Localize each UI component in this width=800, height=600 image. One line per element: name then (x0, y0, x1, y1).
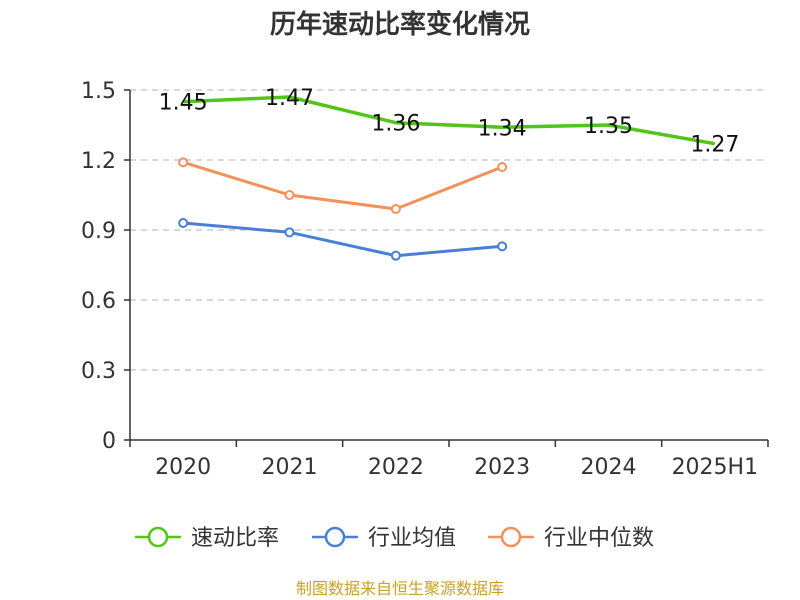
data-label: 1.45 (159, 91, 208, 116)
y-tick-label: 0 (102, 429, 116, 454)
x-tick-label: 2020 (155, 455, 211, 480)
legend-swatch-marker (500, 526, 522, 548)
data-label: 1.35 (584, 114, 633, 139)
series-line-1 (183, 221, 503, 258)
legend-item-0[interactable]: 速动比率 (135, 526, 279, 551)
x-tick-label: 2025H1 (672, 455, 759, 480)
data-point[interactable] (178, 218, 189, 228)
legend[interactable]: 速动比率 行业均值 行业中位数 (135, 526, 654, 551)
data-label: 1.34 (478, 116, 527, 141)
grid-lines (130, 89, 768, 371)
y-tick-label: 0.9 (81, 219, 116, 244)
data-point[interactable] (284, 190, 295, 200)
series-line-0 (183, 95, 716, 146)
source-note: 制图数据来自恒生聚源数据库 (296, 579, 504, 598)
legend-item-1[interactable]: 行业均值 (312, 526, 456, 551)
x-tick-label: 2023 (474, 455, 530, 480)
data-point[interactable] (178, 157, 189, 168)
series-line-2 (182, 160, 503, 211)
y-tick-label: 1.2 (81, 149, 116, 174)
x-tick-label: 2021 (262, 455, 318, 480)
data-label: 1.47 (265, 86, 314, 111)
data-label: 1.27 (690, 133, 739, 158)
x-tick-label: 2024 (581, 455, 637, 480)
legend-swatch-marker (147, 526, 169, 548)
chart-title: 历年速动比率变化情况 (270, 9, 530, 40)
axes: 0 0.3 0.6 0.9 1.2 1.5 2020 2021 2022 2023 2024 2025… (81, 79, 769, 480)
y-tick-label: 1.5 (81, 79, 116, 104)
data-labels: 1.45 1.47 1.36 1.34 1.35 1.27 (159, 86, 740, 158)
legend-label: 速动比率 (191, 526, 279, 551)
data-point[interactable] (497, 162, 508, 172)
data-point[interactable] (284, 227, 295, 238)
data-point[interactable] (390, 250, 401, 261)
data-point[interactable] (497, 241, 508, 252)
y-tick-label: 0.6 (81, 289, 116, 314)
legend-item-2[interactable]: 行业中位数 (488, 526, 654, 551)
legend-label: 行业中位数 (544, 526, 654, 551)
data-label: 1.36 (371, 112, 420, 137)
data-point[interactable] (390, 204, 401, 214)
legend-swatch-marker (324, 526, 346, 548)
series-lines (178, 95, 716, 261)
legend-label: 行业均值 (368, 526, 456, 551)
x-tick-label: 2022 (368, 455, 424, 480)
y-tick-label: 0.3 (81, 359, 116, 384)
